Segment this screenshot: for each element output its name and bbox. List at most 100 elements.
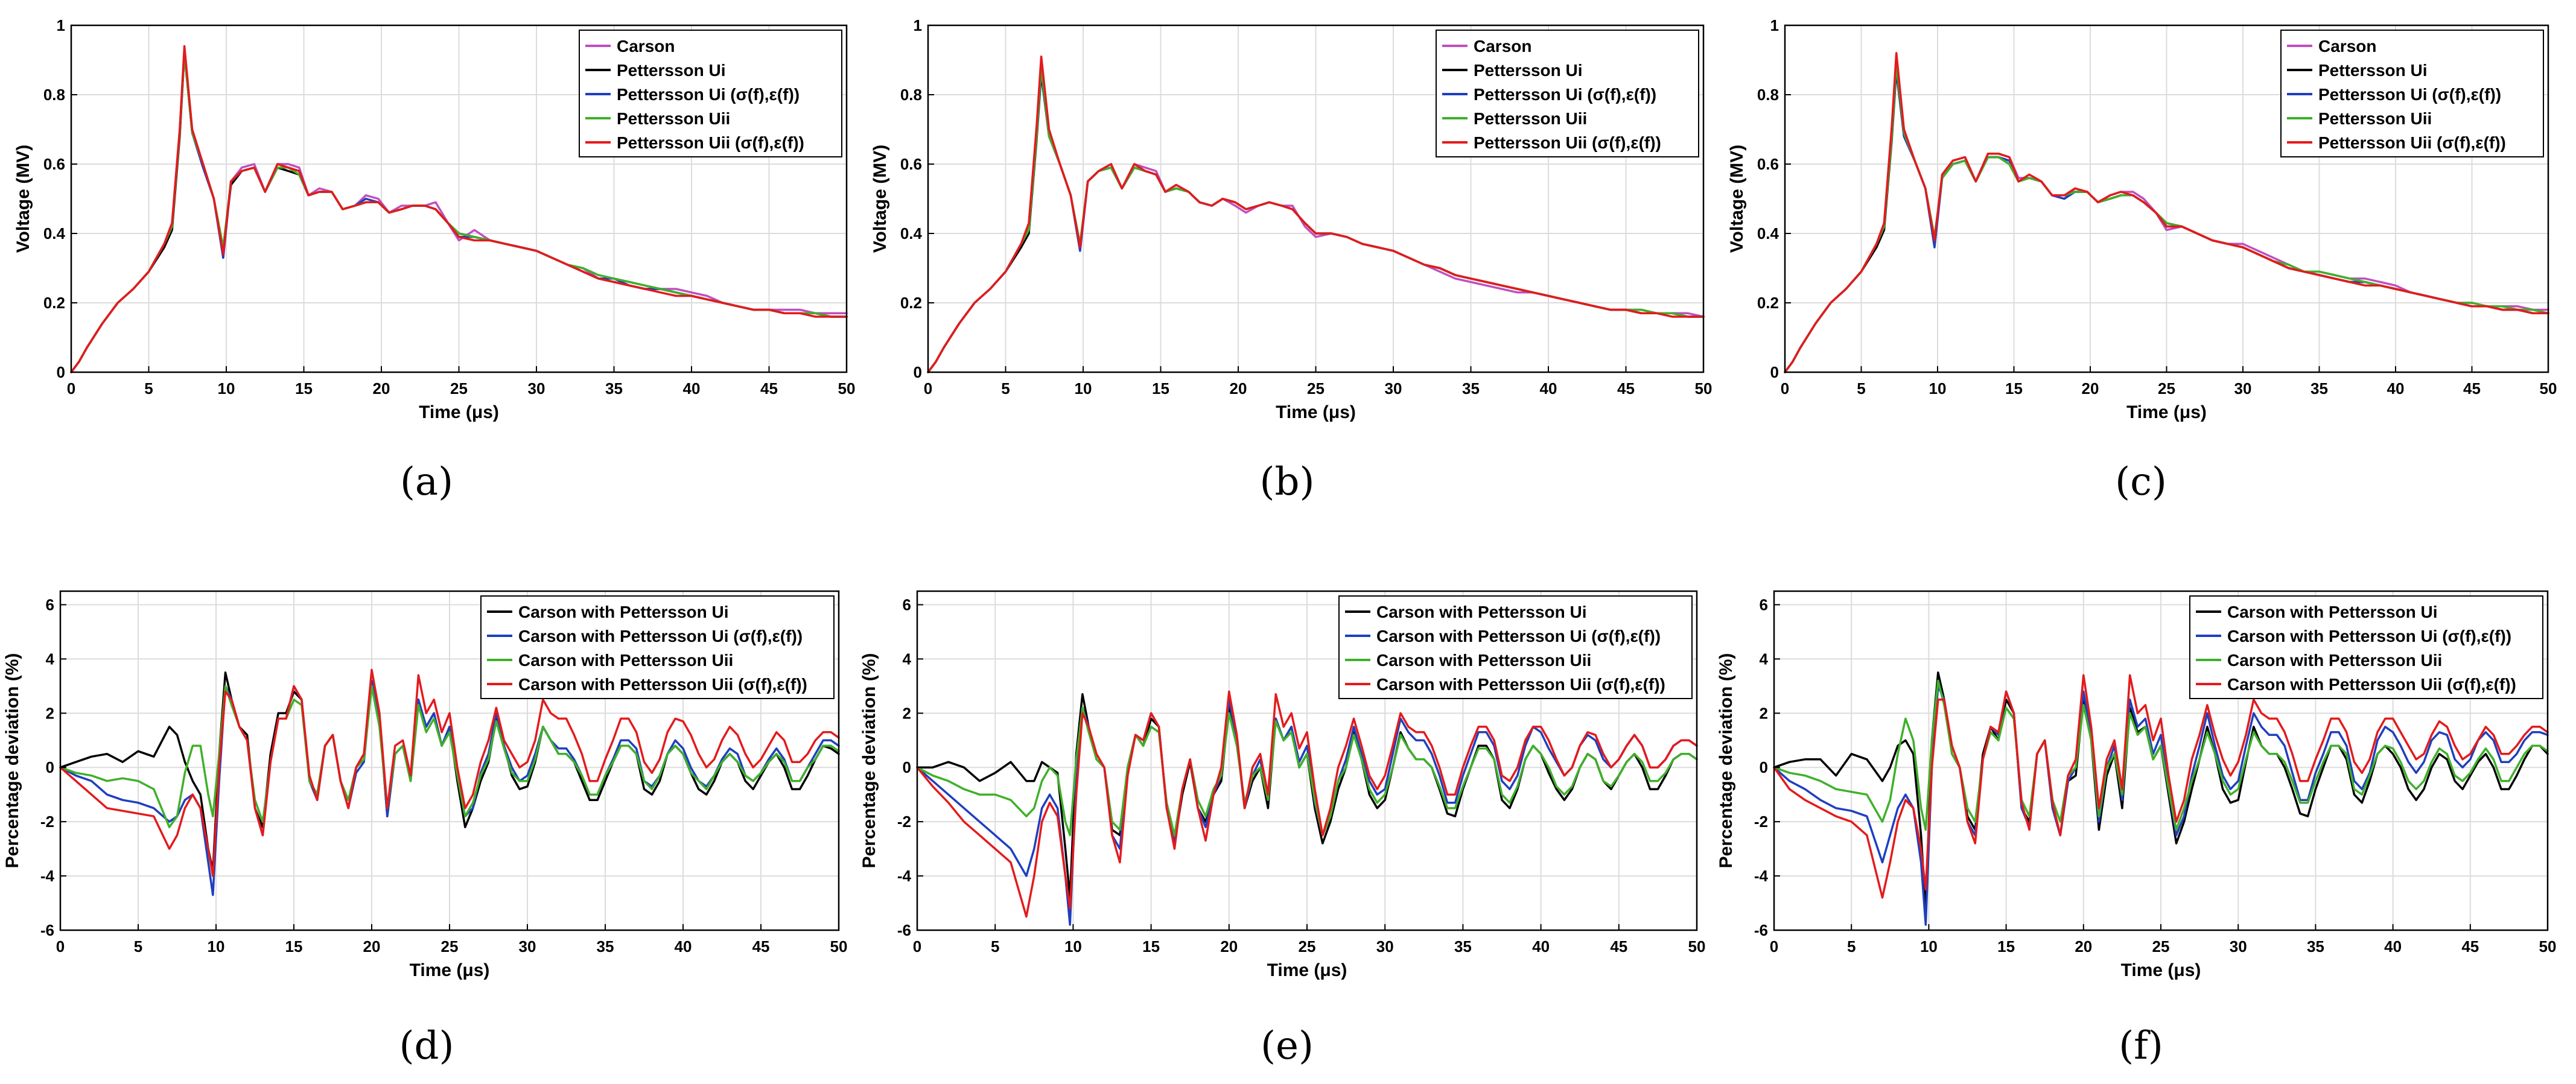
y-tick-label: -2 [897, 813, 911, 831]
legend: Carson Pettersson Ui Pettersson Ui (σ(f),ε… [1436, 30, 1699, 157]
y-tick-label: 0.4 [1757, 224, 1779, 242]
x-tick-label: 20 [2082, 379, 2099, 398]
y-tick-label: -6 [1754, 921, 1768, 939]
y-tick-label: 0.4 [43, 224, 66, 242]
legend-entry: Pettersson Uii [1474, 109, 1587, 128]
y-tick-label: -4 [1754, 867, 1769, 885]
legend-entry: Carson with Pettersson Ui [518, 603, 729, 621]
y-tick-label: 0.6 [900, 155, 922, 173]
x-tick-label: 25 [1299, 937, 1316, 956]
legend-entry: Carson with Pettersson Ui [2227, 603, 2438, 621]
y-tick-label: 6 [1760, 595, 1768, 613]
x-tick-label: 40 [2384, 937, 2402, 956]
y-tick-label: 0 [903, 758, 911, 776]
x-tick-label: 15 [1142, 937, 1160, 956]
chart-panel-d: 0 5 10 15 20 25 30 35 40 45 50 -6 -4 -2 0 2 4 6 Time (μs) P… [2, 590, 848, 1068]
x-tick-label: 30 [2230, 937, 2247, 956]
x-tick-label: 0 [1781, 379, 1789, 398]
y-tick-label: -6 [897, 921, 911, 939]
x-tick-label: 35 [1454, 937, 1472, 956]
x-tick-label: 35 [2310, 379, 2328, 398]
y-tick-label: 1 [57, 16, 65, 34]
y-axis-title: Voltage (MV) [1727, 145, 1747, 253]
y-axis-title: Voltage (MV) [13, 145, 33, 253]
chart-panel-b: 0 5 10 15 20 25 30 35 40 45 50 0 0.2 0.4 0.6 0.8 1 Time (… [870, 16, 1712, 504]
x-tick-label: 45 [752, 937, 770, 956]
y-tick-label: 1 [1770, 16, 1779, 34]
legend-entry: Pettersson Uii (σ(f),ε(f)) [617, 133, 804, 152]
chart-panel-c: 0 5 10 15 20 25 30 35 40 45 50 0 0.2 0.4 0.6 0.8 1 Time (… [1727, 16, 2557, 504]
x-tick-label: 35 [1462, 379, 1480, 398]
x-tick-label: 40 [1532, 937, 1550, 956]
legend-entry: Pettersson Uii (σ(f),ε(f)) [2318, 133, 2506, 152]
y-tick-label: 0.8 [1757, 86, 1779, 104]
y-tick-label: 4 [46, 650, 55, 668]
x-tick-label: 5 [1847, 937, 1856, 956]
panel-caption: (b) [1260, 460, 1315, 504]
legend-entry: Pettersson Uii [617, 109, 730, 128]
x-tick-label: 30 [1376, 937, 1394, 956]
y-axis-title: Percentage deviation (%) [1716, 653, 1736, 869]
y-tick-label: 2 [903, 704, 911, 722]
series-line-pettersson-uii-f-f- [927, 55, 1705, 373]
legend-entry: Carson with Pettersson Uii [2227, 651, 2442, 670]
x-axis-title: Time (μs) [1267, 960, 1347, 980]
x-axis-title: Time (μs) [2126, 402, 2207, 422]
legend-entry: Pettersson Ui (σ(f),ε(f)) [2318, 85, 2501, 104]
legend-entry: Carson with Pettersson Uii [1376, 651, 1591, 670]
y-tick-label: 0.8 [43, 86, 65, 104]
panel-caption: (f) [2119, 1024, 2163, 1068]
x-tick-label: 50 [1695, 379, 1713, 398]
legend-entry: Pettersson Ui [1474, 61, 1583, 80]
series-line-carson-with-pettersson-uii-f-f- [59, 668, 840, 877]
y-tick-label: 0.8 [900, 86, 922, 104]
y-tick-label: 0 [46, 758, 54, 776]
x-tick-label: 5 [991, 937, 999, 956]
x-tick-label: 20 [1230, 379, 1247, 398]
x-tick-label: 5 [144, 379, 153, 398]
x-tick-label: 50 [838, 379, 856, 398]
y-tick-label: 0 [914, 363, 922, 381]
x-tick-label: 15 [285, 937, 303, 956]
legend-entry: Carson [2318, 37, 2376, 55]
y-tick-label: 6 [46, 595, 54, 613]
y-tick-label: 6 [903, 595, 911, 613]
x-tick-label: 50 [830, 937, 848, 956]
x-tick-label: 10 [1920, 937, 1938, 956]
x-tick-label: 20 [2075, 937, 2092, 956]
x-tick-label: 30 [2234, 379, 2252, 398]
x-tick-label: 50 [1688, 937, 1706, 956]
panel-caption: (c) [2115, 460, 2167, 504]
x-axis-title: Time (μs) [410, 960, 490, 980]
x-tick-label: 25 [1307, 379, 1325, 398]
y-tick-label: 0.2 [900, 294, 922, 312]
x-tick-label: 25 [441, 937, 459, 956]
y-tick-label: -4 [40, 867, 55, 885]
x-tick-label: 20 [363, 937, 381, 956]
legend-entry: Carson [617, 37, 675, 55]
y-tick-label: -6 [40, 921, 54, 939]
x-tick-label: 0 [56, 937, 65, 956]
x-tick-label: 40 [1540, 379, 1557, 398]
x-tick-label: 35 [597, 937, 614, 956]
legend-box [2189, 595, 2543, 699]
legend-entry: Carson with Pettersson Uii (σ(f),ε(f)) [518, 675, 807, 694]
panel-caption: (d) [399, 1024, 454, 1068]
series-line-pettersson-uii-f-f- [70, 45, 848, 373]
y-tick-label: 0.6 [43, 155, 65, 173]
y-tick-label: 2 [46, 704, 54, 722]
legend-entry: Pettersson Ui (σ(f),ε(f)) [1474, 85, 1656, 104]
legend-entry: Pettersson Uii [2318, 109, 2432, 128]
y-tick-label: 0 [1760, 758, 1768, 776]
legend-entry: Carson with Pettersson Ui (σ(f),ε(f)) [2227, 627, 2511, 645]
x-tick-label: 40 [2387, 379, 2405, 398]
legend-entry: Pettersson Ui (σ(f),ε(f)) [617, 85, 800, 104]
x-tick-label: 0 [1770, 937, 1778, 956]
series-line-carson-with-pettersson-uii [1773, 679, 2549, 831]
x-tick-label: 35 [2307, 937, 2324, 956]
x-tick-label: 30 [1385, 379, 1402, 398]
legend-entry: Pettersson Ui [2318, 61, 2428, 80]
x-tick-label: 0 [913, 937, 921, 956]
y-tick-label: 2 [1760, 704, 1768, 722]
